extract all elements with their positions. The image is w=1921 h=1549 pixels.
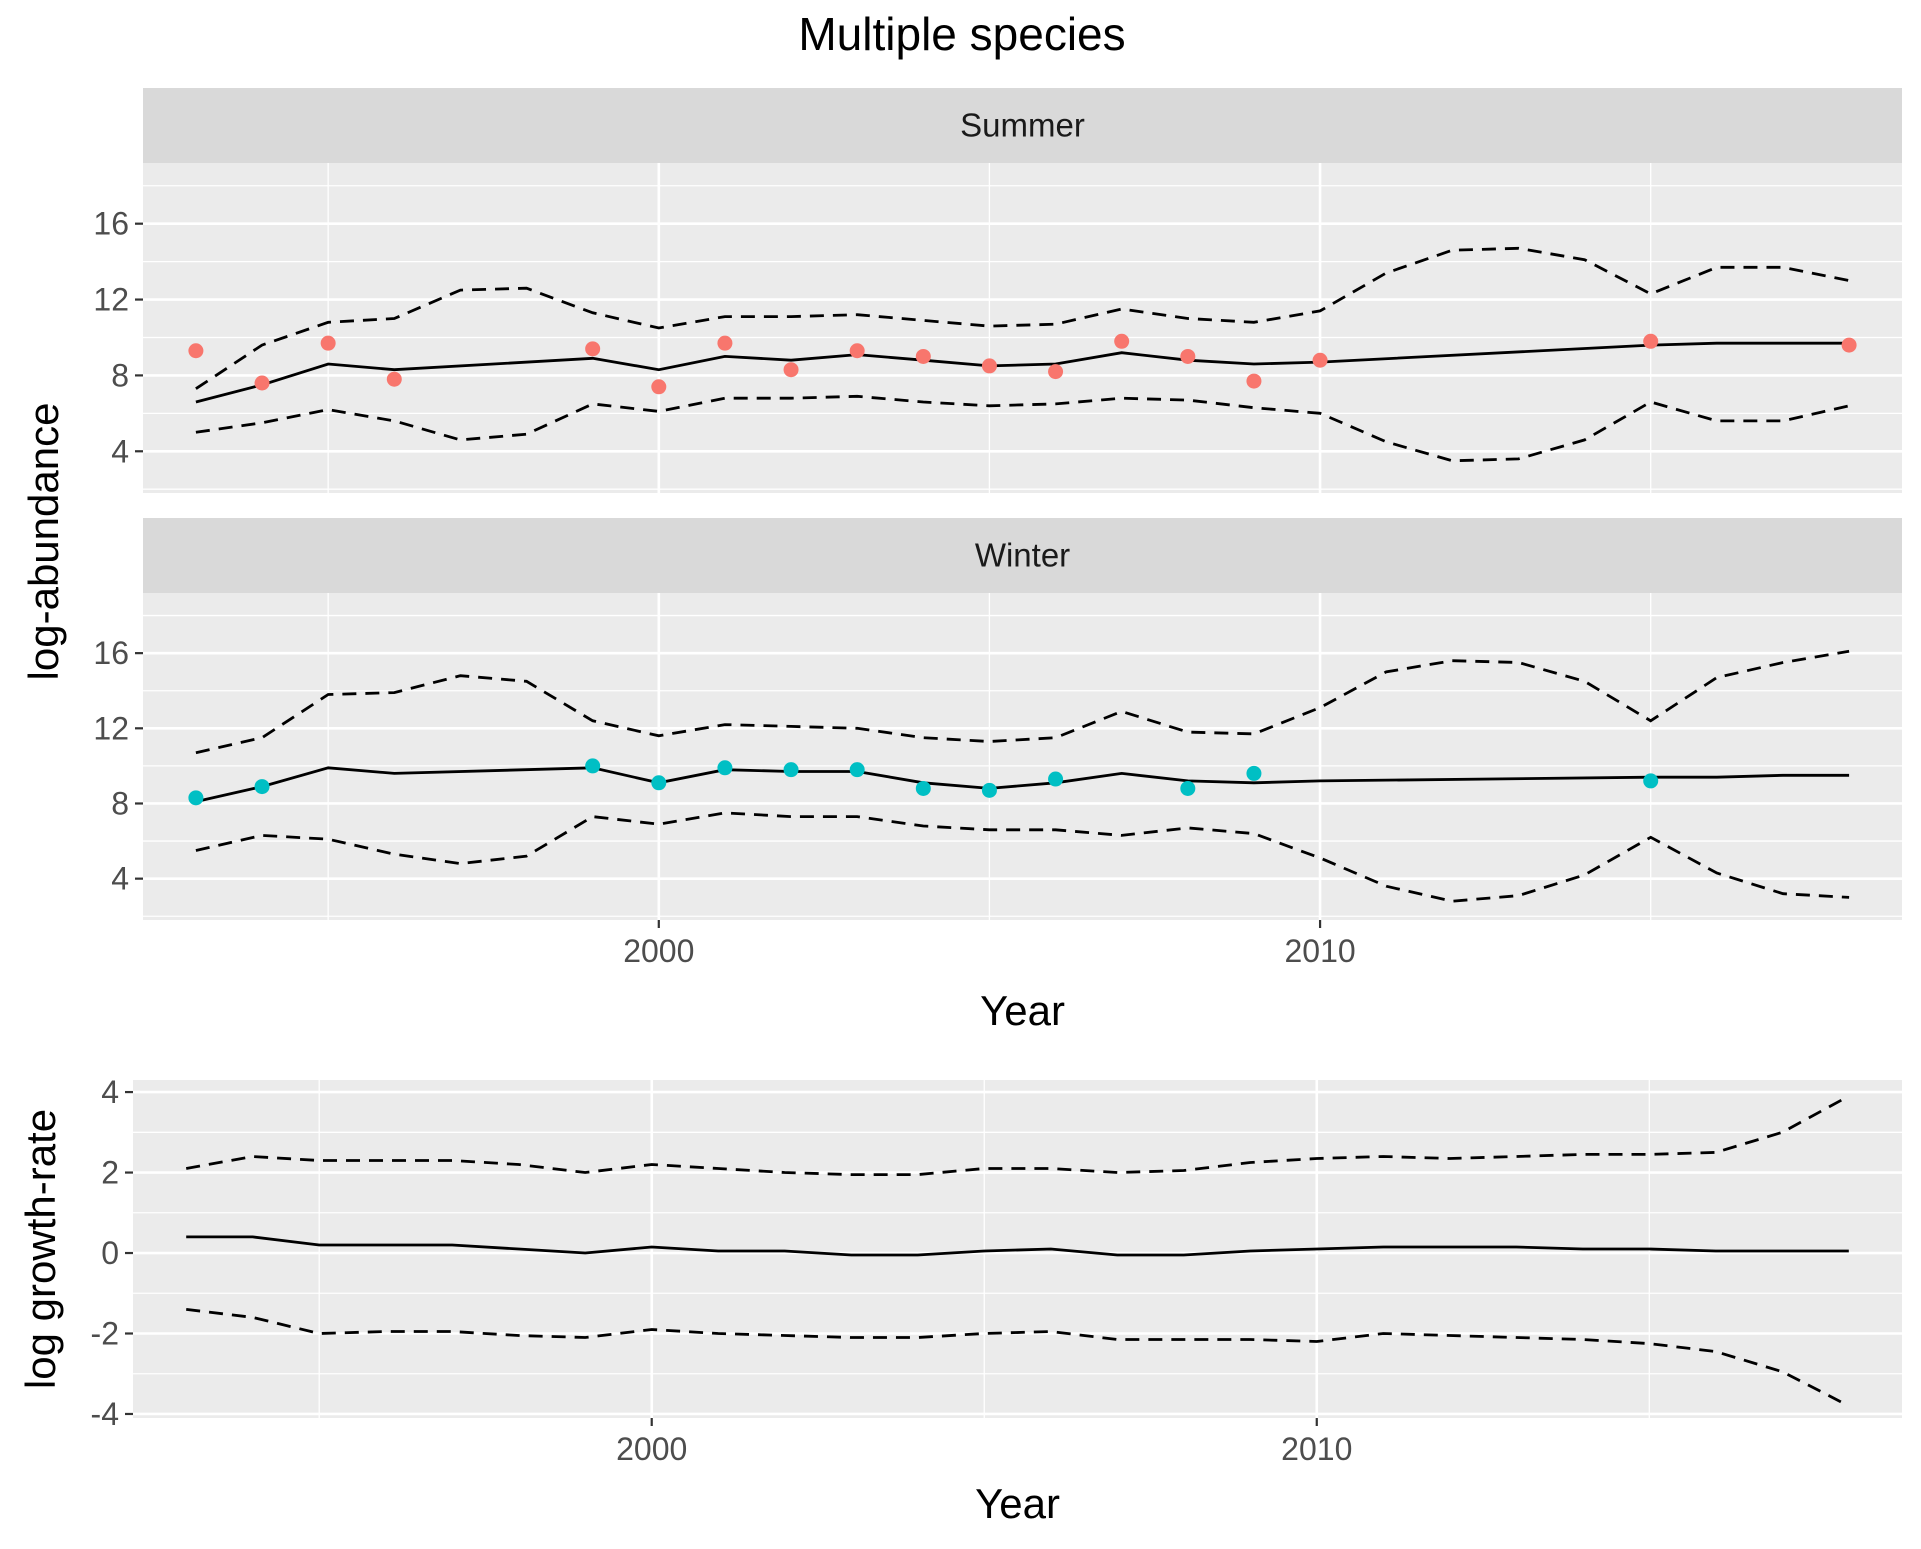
facet-winter-observed-point [254,779,270,795]
facet-winter-observed-point [849,762,865,778]
facet-summer-y-tick-label: 12 [93,282,129,318]
facet-summer-background [143,163,1902,493]
facet-winter-observed-point [1246,765,1262,781]
facet-summer-observed-point [1841,337,1857,353]
facet-summer-observed-point [386,371,402,387]
facet-winter-observed-point [1048,771,1064,787]
facet-winter-observed-point [1643,773,1659,789]
facet-winter-observed-point [915,780,931,796]
growth-y-tick-label: 2 [101,1155,119,1191]
facet-summer-observed-point [585,341,601,357]
facet-winter-observed-point [783,762,799,778]
plot-title: Multiple species [798,8,1125,60]
growth-y-tick-label: 4 [101,1074,119,1110]
facet-winter-strip [143,518,1902,593]
facet-summer-observed-point [915,348,931,364]
facet-summer-lower-ci-line [195,394,1850,463]
facet-summer-strip-label: Summer [960,107,1085,144]
abundance-y-axis-title: log-abundance [20,403,67,681]
facet-summer-observed-point [651,379,667,395]
growth-y-tick-label: 0 [101,1235,119,1271]
facet-winter-observed-point [717,760,733,776]
facet-summer-observed-point [320,335,336,351]
facet-winter-strip-label: Winter [975,537,1070,574]
facet-summer-estimate-line [195,341,1850,404]
facet-summer-observed-point [254,375,270,391]
facet-winter-upper-ci-line [195,649,1850,755]
facet-winter-y-tick-label: 12 [93,710,129,746]
growth-lower-ci-line [186,1308,1850,1408]
facet-winter-observed-point [651,775,667,791]
facet-winter-y-tick-label: 16 [93,635,129,671]
facet-winter-y-tick-label: 4 [111,861,129,897]
facet-winter-y-tick-label: 8 [111,785,129,821]
facet-winter-observed-point [188,790,204,806]
facet-summer-strip [143,88,1902,163]
growth-x-tick-label: 2010 [1281,1431,1352,1467]
facet-summer-upper-ci-line [195,246,1850,390]
abundance-x-axis-title: Year [980,987,1065,1034]
facet-summer-y-tick-label: 4 [111,433,129,469]
growth-y-tick-label: -2 [91,1316,119,1352]
growth-y-axis-title: log growth-rate [17,1109,64,1389]
facet-summer-y-tick-label: 8 [111,357,129,393]
facet-summer-observed-point [1114,333,1130,349]
facet-winter-lower-ci-line [195,811,1850,903]
facet-summer-observed-point [1312,352,1328,368]
facet-summer-y-tick-label: 16 [93,206,129,242]
abundance-x-tick-label: 2000 [623,933,694,969]
facet-winter-observed-point [1180,780,1196,796]
facet-summer-observed-point [981,358,997,374]
growth-estimate-line [186,1235,1849,1257]
facet-summer-observed-point [849,343,865,359]
growth-x-tick-label: 2000 [616,1431,687,1467]
growth-upper-ci-line [185,1094,1850,1176]
facet-winter-observed-point [981,782,997,798]
facet-summer-observed-point [717,335,733,351]
growth-y-tick-label: -4 [91,1396,119,1432]
facet-summer-observed-point [1180,348,1196,364]
facet-summer-observed-point [188,343,204,359]
facet-summer-observed-point [1643,333,1659,349]
facet-summer-observed-point [1048,364,1064,380]
facet-winter-observed-point [585,758,601,774]
facet-winter-background [143,593,1902,920]
facet-summer-observed-point [783,362,799,378]
abundance-x-tick-label: 2010 [1284,933,1355,969]
facet-winter-estimate-line [195,766,1850,803]
facet-summer-observed-point [1246,373,1262,389]
growth-x-axis-title: Year [975,1480,1060,1527]
